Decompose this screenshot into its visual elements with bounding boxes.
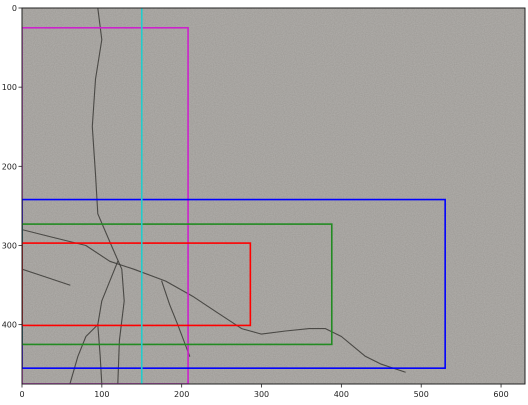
y-axis: 0 100 200 300 400 [2,4,22,330]
crack-0 [91,8,125,384]
y-tick-label: 300 [2,241,17,250]
annotation-overlays [22,8,446,384]
x-tick-label: 200 [174,390,189,399]
y-tick-label: 200 [2,162,17,171]
annotation-box-2 [22,223,333,346]
crack-lines [22,8,406,384]
y-tick-label: 400 [2,321,17,330]
crack-3 [161,280,191,357]
concrete-texture [22,8,525,384]
annotation-box-3 [22,242,252,327]
annotation-box-0 [22,26,189,384]
x-tick-label: 600 [493,390,508,399]
x-tick-label: 300 [254,390,269,399]
crack-2 [97,260,119,384]
x-tick-label: 100 [94,390,109,399]
crack-5 [22,268,71,286]
x-tick-label: 0 [19,390,24,399]
x-tick-label: 400 [334,390,349,399]
axes-frame [21,7,526,385]
x-tick-label: 500 [414,390,429,399]
crack-4 [69,324,99,384]
plot-area [22,8,525,384]
crack-1 [22,229,406,373]
x-axis: 0 100 200 300 400 500 600 [19,384,509,399]
annotation-box-1 [22,198,446,369]
y-tick-label: 100 [2,83,17,92]
y-tick-label: 0 [12,4,17,13]
